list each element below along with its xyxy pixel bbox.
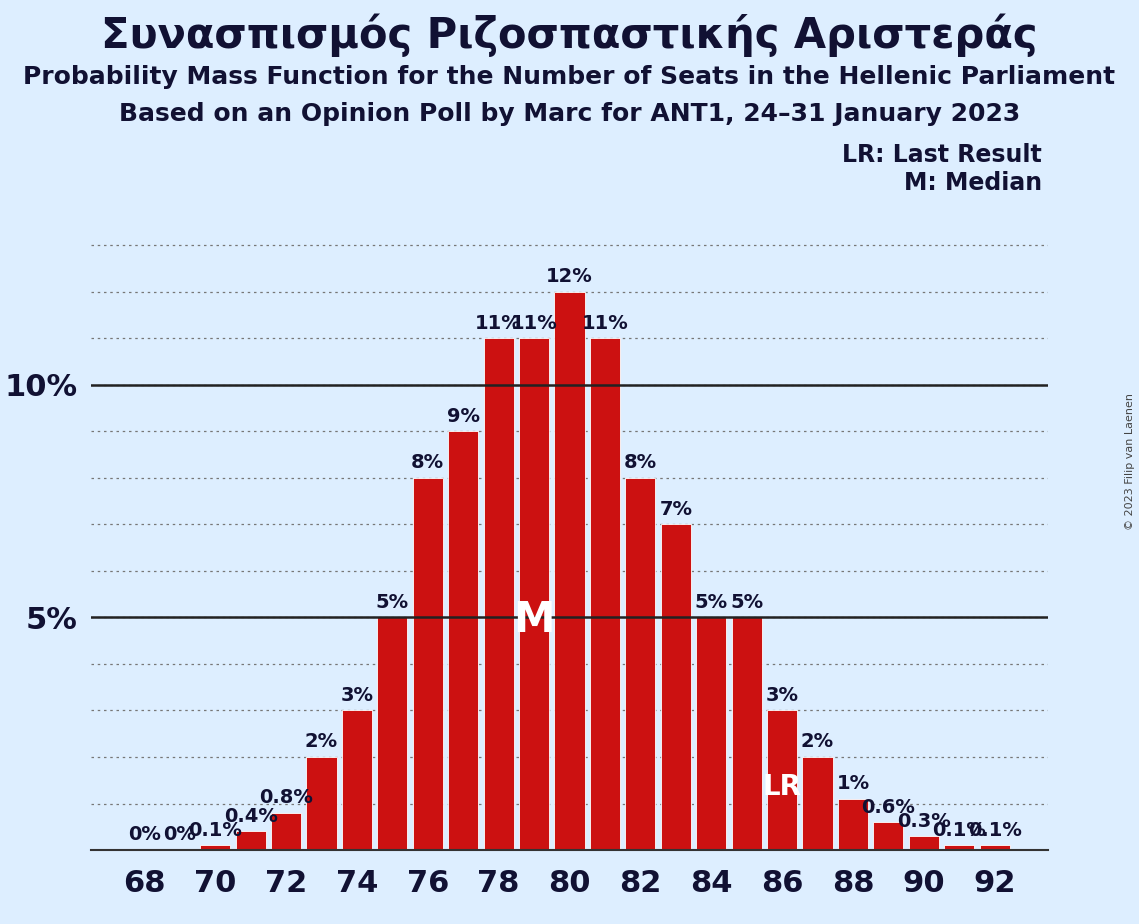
Bar	[200, 845, 230, 850]
Text: 0.8%: 0.8%	[259, 788, 313, 808]
Bar	[484, 338, 514, 850]
Bar	[803, 757, 833, 850]
Text: Probability Mass Function for the Number of Seats in the Hellenic Parliament: Probability Mass Function for the Number…	[24, 65, 1115, 89]
Text: M: Median: M: Median	[904, 171, 1042, 195]
Bar	[555, 292, 584, 850]
Text: 0.6%: 0.6%	[861, 797, 916, 817]
Text: 8%: 8%	[411, 453, 444, 472]
Text: 1%: 1%	[836, 774, 869, 794]
Text: 0.1%: 0.1%	[188, 821, 243, 840]
Text: Συνασπισμός Ριζοσπαστικής Αριστεράς: Συνασπισμός Ριζοσπαστικής Αριστεράς	[101, 14, 1038, 57]
Bar	[306, 757, 336, 850]
Bar	[519, 338, 549, 850]
Text: 5%: 5%	[730, 593, 763, 612]
Text: Based on an Opinion Poll by Marc for ANT1, 24–31 January 2023: Based on an Opinion Poll by Marc for ANT…	[118, 102, 1021, 126]
Text: 7%: 7%	[659, 500, 693, 518]
Bar	[767, 711, 797, 850]
Text: 12%: 12%	[546, 267, 593, 286]
Bar	[590, 338, 620, 850]
Bar	[661, 524, 691, 850]
Text: LR: Last Result: LR: Last Result	[843, 143, 1042, 167]
Text: 3%: 3%	[765, 686, 798, 705]
Text: 2%: 2%	[801, 733, 834, 751]
Text: © 2023 Filip van Laenen: © 2023 Filip van Laenen	[1125, 394, 1134, 530]
Text: 8%: 8%	[624, 453, 657, 472]
Text: 0%: 0%	[128, 825, 161, 845]
Text: 11%: 11%	[510, 313, 557, 333]
Bar	[731, 617, 762, 850]
Text: 0.3%: 0.3%	[898, 811, 951, 831]
Bar	[342, 711, 372, 850]
Bar	[236, 832, 265, 850]
Bar	[696, 617, 727, 850]
Text: 0.4%: 0.4%	[223, 807, 278, 826]
Bar	[980, 845, 1010, 850]
Text: 5%: 5%	[695, 593, 728, 612]
Text: 0.1%: 0.1%	[968, 821, 1022, 840]
Bar	[271, 813, 301, 850]
Bar	[625, 478, 655, 850]
Text: LR: LR	[763, 773, 802, 801]
Text: 2%: 2%	[305, 733, 338, 751]
Text: 5%: 5%	[376, 593, 409, 612]
Bar	[448, 432, 478, 850]
Bar	[412, 478, 443, 850]
Bar	[838, 799, 868, 850]
Text: 3%: 3%	[341, 686, 374, 705]
Bar	[909, 836, 939, 850]
Text: 0.1%: 0.1%	[933, 821, 986, 840]
Bar	[944, 845, 974, 850]
Bar	[377, 617, 408, 850]
Text: M: M	[514, 599, 555, 640]
Text: 9%: 9%	[446, 407, 480, 426]
Text: 0%: 0%	[163, 825, 196, 845]
Text: 11%: 11%	[475, 313, 522, 333]
Text: 11%: 11%	[582, 313, 629, 333]
Bar	[874, 822, 903, 850]
